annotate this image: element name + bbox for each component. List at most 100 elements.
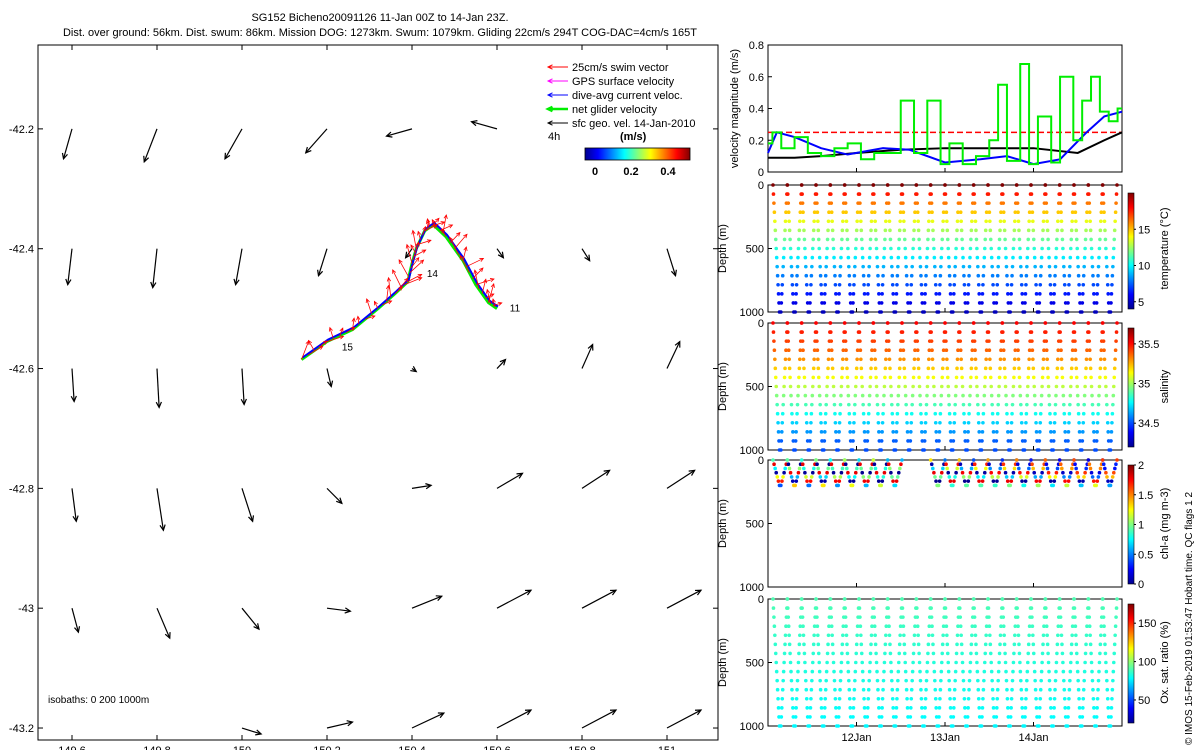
profile-sample (794, 282, 799, 287)
profile-sample (1005, 687, 1009, 692)
profile-sample (894, 706, 899, 710)
profile-sample (1088, 642, 1093, 647)
profile-sample (865, 715, 870, 719)
profile-sample (909, 430, 913, 434)
profile-sample (925, 246, 930, 251)
profile-sample (958, 615, 963, 619)
profile-sample (782, 384, 786, 389)
profile-sample (1096, 475, 1101, 479)
section-colorbar-oxygen (1127, 603, 1135, 724)
profile-sample (1030, 624, 1035, 629)
profile-sample (1019, 282, 1024, 287)
profile-sample (947, 402, 951, 407)
profile-sample (954, 470, 958, 475)
profile-sample (986, 183, 990, 187)
profile-sample (889, 393, 894, 398)
profile-sample (793, 448, 798, 452)
profile-sample (1082, 255, 1087, 260)
profile-sample (1000, 330, 1005, 334)
profile-sample (963, 292, 967, 296)
profile-sample (1037, 483, 1041, 488)
profile-sample (882, 255, 886, 260)
profile-sample (1026, 366, 1031, 371)
profile-sample (971, 183, 976, 187)
profile-sample (832, 475, 837, 479)
map-xtick-label: 150.8 (568, 745, 596, 750)
profile-sample (1037, 310, 1041, 314)
profile-sample (951, 715, 956, 719)
profile-sample (1017, 375, 1022, 380)
profile-sample (838, 402, 843, 407)
swim-vector-shaft (412, 242, 420, 261)
profile-sample (804, 264, 808, 269)
profile-sample (838, 678, 843, 683)
profile-sample (962, 411, 966, 416)
profile-sample (1033, 687, 1038, 692)
profile-sample (913, 348, 917, 353)
profile-sample (888, 642, 892, 647)
geo-velocity-vector-head (674, 340, 681, 348)
profile-sample (932, 246, 936, 251)
profile-sample (817, 246, 822, 251)
swim-vector-head (308, 339, 313, 345)
profile-sample (1096, 402, 1101, 407)
profile-sample (926, 228, 931, 233)
profile-sample (1113, 466, 1117, 471)
profile-sample (846, 246, 850, 251)
profile-sample (1104, 246, 1108, 251)
profile-sample (922, 301, 927, 305)
geo-velocity-vector-head (70, 395, 77, 403)
profile-sample (843, 192, 847, 196)
profile-sample (885, 597, 890, 601)
profile-sample (804, 420, 809, 425)
swim-vector (417, 230, 422, 240)
profile-sample (1110, 696, 1114, 701)
profile-sample (980, 479, 985, 483)
profile-sample (1031, 219, 1035, 224)
swim-vector-head (497, 301, 503, 306)
profile-sample (895, 282, 899, 287)
profile-sample (1084, 219, 1089, 224)
profile-sample (995, 696, 1000, 701)
map-ytick-label: -42.2 (9, 124, 34, 136)
profile-sample (1095, 706, 1099, 710)
profile-sample (1070, 357, 1074, 362)
profile-sample (785, 458, 790, 462)
profile-sample (893, 724, 898, 728)
profile-sample (1037, 439, 1042, 443)
profile-sample (977, 479, 981, 483)
profile-sample (838, 273, 842, 278)
profile-sample (789, 475, 794, 479)
profile-sample (989, 246, 994, 251)
profile-sample (1040, 237, 1045, 242)
profile-sample (1012, 375, 1016, 380)
profile-sample (853, 384, 858, 389)
profile-sample (1095, 696, 1100, 701)
profile-sample (933, 264, 937, 269)
profile-sample (996, 678, 1000, 683)
profile-sample (895, 475, 900, 479)
profile-sample (1019, 696, 1024, 701)
profile-sample (1060, 466, 1064, 471)
profile-sample (990, 411, 995, 416)
profile-sample (1024, 687, 1029, 692)
profile-sample (919, 273, 923, 278)
profile-sample (819, 292, 824, 296)
profile-sample (928, 458, 933, 462)
profile-sample (941, 466, 945, 471)
profile-sample (905, 706, 910, 710)
profile-sample (974, 228, 978, 233)
profile-sample (872, 210, 877, 215)
profile-sample (1083, 660, 1087, 665)
profile-sample (853, 470, 858, 475)
profile-sample (883, 237, 887, 242)
profile-sample (932, 470, 936, 475)
swim-vector-head (443, 214, 448, 219)
profile-sample (972, 192, 976, 196)
profile-sample (1106, 479, 1110, 483)
profile-sample (953, 255, 958, 260)
profile-sample (852, 687, 857, 692)
profile-sample (1073, 615, 1077, 619)
profile-sample (1110, 273, 1115, 278)
profile-sample (862, 479, 867, 483)
